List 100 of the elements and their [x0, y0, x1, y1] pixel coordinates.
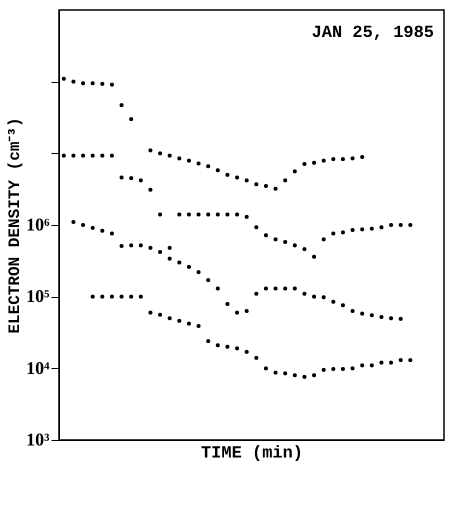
- point: [370, 313, 374, 318]
- point: [331, 232, 336, 236]
- point: [283, 240, 288, 244]
- point: [322, 158, 326, 163]
- y-tick-label: 10⁴: [26, 358, 50, 378]
- point: [322, 237, 326, 242]
- point: [340, 303, 345, 308]
- point: [254, 182, 258, 186]
- point: [129, 117, 134, 122]
- point: [120, 103, 124, 108]
- point: [196, 212, 201, 217]
- point: [235, 310, 240, 315]
- point: [62, 76, 66, 81]
- point: [196, 162, 201, 166]
- point: [158, 312, 162, 317]
- point: [274, 370, 278, 375]
- point: [62, 154, 66, 158]
- point: [186, 264, 191, 269]
- point: [331, 366, 336, 371]
- point: [274, 286, 278, 290]
- point: [110, 154, 114, 158]
- point: [235, 346, 240, 350]
- point: [225, 302, 230, 306]
- point: [370, 363, 374, 368]
- point: [312, 294, 316, 299]
- y-tick-label: 10³: [26, 430, 50, 450]
- point: [81, 154, 86, 158]
- point: [177, 318, 182, 323]
- point: [274, 237, 278, 242]
- point: [90, 154, 95, 158]
- point: [129, 176, 134, 180]
- point: [206, 164, 210, 168]
- point: [398, 316, 403, 321]
- point: [235, 212, 240, 217]
- point: [90, 81, 95, 86]
- point: [138, 178, 143, 182]
- point: [158, 250, 162, 254]
- point: [340, 230, 345, 234]
- y-tick-label: 10⁵: [26, 286, 50, 306]
- point: [168, 246, 172, 250]
- point: [274, 186, 278, 191]
- point: [408, 358, 412, 362]
- point: [340, 157, 345, 162]
- point: [129, 294, 134, 299]
- point: [350, 156, 355, 160]
- point: [302, 292, 306, 296]
- point: [264, 233, 268, 238]
- point: [389, 316, 394, 320]
- point: [148, 188, 152, 192]
- point: [264, 184, 268, 188]
- point: [177, 260, 182, 264]
- point: [254, 225, 258, 230]
- point: [331, 300, 336, 304]
- point: [168, 154, 172, 158]
- point: [110, 82, 114, 87]
- point: [254, 356, 258, 360]
- point: [350, 366, 355, 370]
- point: [120, 244, 124, 248]
- point: [100, 82, 104, 86]
- point: [283, 178, 288, 182]
- point: [81, 223, 86, 227]
- point: [120, 294, 124, 299]
- point: [292, 286, 297, 290]
- point: [302, 162, 306, 166]
- point: [138, 243, 143, 248]
- point: [360, 227, 364, 232]
- point: [292, 243, 297, 248]
- point: [186, 322, 191, 326]
- point: [81, 81, 86, 86]
- y-axis-title: ELECTRON DENSITY (cm⁻³): [6, 117, 24, 334]
- point: [100, 228, 104, 233]
- point: [350, 309, 355, 314]
- point: [206, 278, 210, 282]
- point: [398, 223, 403, 227]
- point: [244, 309, 249, 314]
- point: [129, 243, 134, 248]
- point: [225, 212, 230, 217]
- point: [322, 295, 326, 300]
- point: [186, 158, 191, 163]
- point: [379, 225, 384, 230]
- point: [264, 366, 268, 370]
- point: [292, 169, 297, 174]
- point: [216, 286, 220, 290]
- point: [264, 286, 268, 290]
- point: [148, 310, 152, 315]
- point: [302, 374, 306, 379]
- point: [312, 373, 316, 378]
- point: [350, 228, 355, 232]
- point: [71, 154, 76, 158]
- point: [110, 232, 114, 236]
- point: [360, 154, 364, 159]
- point: [196, 270, 201, 274]
- point: [206, 339, 210, 344]
- point: [322, 368, 326, 372]
- point: [360, 312, 364, 316]
- point: [110, 294, 114, 299]
- y-tick-label: 10⁶: [26, 214, 50, 234]
- point: [90, 226, 95, 230]
- point: [71, 220, 76, 224]
- point: [283, 286, 288, 290]
